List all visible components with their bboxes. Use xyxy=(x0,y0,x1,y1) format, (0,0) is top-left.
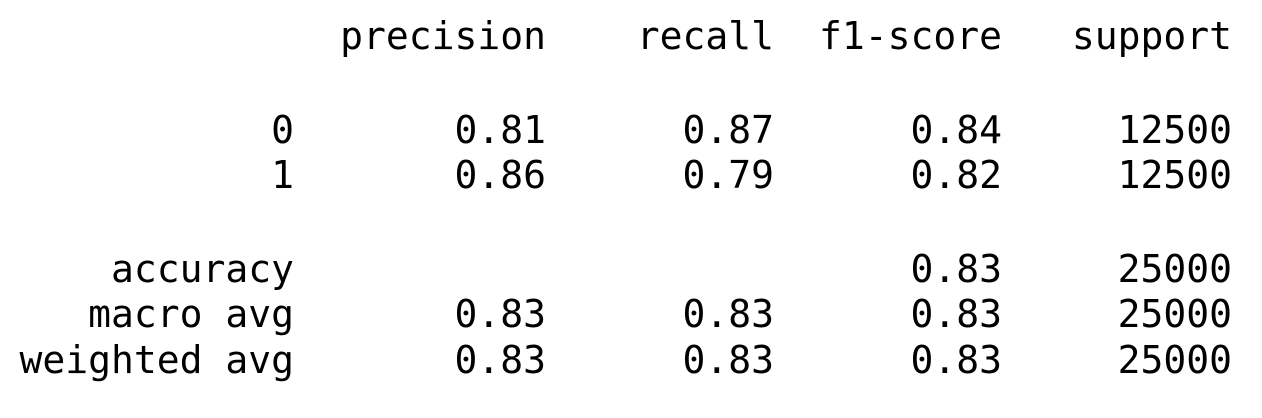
class-1-precision: 0.86 xyxy=(454,153,546,197)
macro-avg-precision: 0.83 xyxy=(454,292,546,336)
weighted-avg-recall: 0.83 xyxy=(682,338,774,382)
header-support: support xyxy=(1071,14,1232,58)
class-0-f1-score: 0.84 xyxy=(910,108,1002,152)
class-0-recall: 0.87 xyxy=(682,108,774,152)
header-recall: recall xyxy=(636,14,774,58)
class-1-recall: 0.79 xyxy=(682,153,774,197)
header-f1-score: f1-score xyxy=(818,14,1002,58)
row-label-accuracy: accuracy xyxy=(110,247,294,291)
row-label-class-1: 1 xyxy=(271,153,294,197)
weighted-avg-f1-score: 0.83 xyxy=(910,338,1002,382)
class-0-precision: 0.81 xyxy=(454,108,546,152)
macro-avg-recall: 0.83 xyxy=(682,292,774,336)
class-1-support: 12500 xyxy=(1117,153,1232,197)
row-label-macro-avg: macro avg xyxy=(88,292,294,336)
header-precision: precision xyxy=(340,14,546,58)
macro-avg-f1-score: 0.83 xyxy=(910,292,1002,336)
row-label-weighted-avg: weighted avg xyxy=(19,338,294,382)
class-1-f1-score: 0.82 xyxy=(910,153,1002,197)
weighted-avg-precision: 0.83 xyxy=(454,338,546,382)
weighted-avg-support: 25000 xyxy=(1117,338,1232,382)
accuracy-f1-score: 0.83 xyxy=(910,247,1002,291)
accuracy-support: 25000 xyxy=(1117,247,1232,291)
row-label-class-0: 0 xyxy=(271,108,294,152)
class-0-support: 12500 xyxy=(1117,108,1232,152)
macro-avg-support: 25000 xyxy=(1117,292,1232,336)
